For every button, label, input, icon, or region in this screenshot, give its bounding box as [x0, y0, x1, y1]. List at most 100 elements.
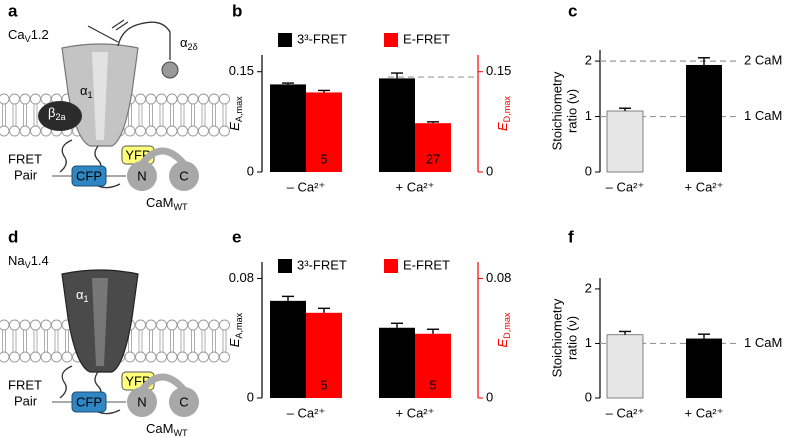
error-bar — [698, 333, 710, 339]
cam-label-main: CaM — [146, 195, 173, 210]
lipid-head — [187, 125, 199, 137]
lipid-head — [19, 319, 31, 331]
cam-n-lobe — [127, 387, 157, 417]
n-label: 5 — [320, 151, 327, 166]
lipid-head — [156, 93, 167, 105]
lipid-head — [19, 351, 31, 363]
lipid-head — [0, 351, 10, 363]
n-label: 23 — [390, 377, 404, 392]
y-tick-label: 2 — [585, 53, 592, 68]
x-tick-label: – Ca²⁺ — [606, 405, 645, 420]
lipid-head — [61, 351, 73, 363]
pair-label: Pair — [14, 167, 38, 182]
lipid-head — [166, 125, 178, 137]
y-tick-label: 0.08 — [229, 270, 254, 285]
legend-swatch — [278, 33, 292, 47]
lipid-head — [0, 125, 10, 137]
y2-axis-label-main: E — [495, 338, 510, 347]
y-axis-label: ratio (ν) — [564, 89, 579, 133]
lobe-label: N — [137, 168, 146, 183]
lipid-head — [30, 93, 41, 105]
a2d-stalk — [117, 21, 171, 60]
error-bar — [391, 322, 403, 328]
panel-letter: c — [568, 1, 577, 20]
legend-swatch — [384, 259, 398, 273]
y-axis-label: ratio (ν) — [564, 316, 579, 360]
lipid-head — [9, 319, 20, 331]
lipid-head — [208, 319, 220, 331]
y-tick-label: 0 — [585, 389, 592, 404]
lipid-head — [219, 319, 230, 331]
n-label: 5 — [429, 377, 436, 392]
lipid-head — [177, 319, 188, 331]
n-label: 27 — [426, 151, 440, 166]
error-bar — [282, 295, 294, 301]
y-axis-label: EA,max — [227, 312, 244, 347]
subunit-label-sub: 2a — [55, 112, 66, 122]
subunit-label: β2a — [48, 105, 67, 122]
lipid-head — [145, 125, 157, 137]
subunit-label-main: β — [48, 105, 55, 120]
bar — [306, 312, 342, 398]
x-tick-label: + Ca²⁺ — [395, 179, 434, 194]
lipid-head — [124, 351, 136, 363]
bar — [270, 84, 306, 172]
lipid-head — [0, 319, 10, 331]
panel-letter: a — [8, 1, 18, 20]
cam-linker — [139, 373, 187, 393]
lipid-head — [208, 125, 220, 137]
channel-pore — [92, 52, 108, 140]
lipid-head — [40, 351, 52, 363]
lipid-head — [198, 319, 209, 331]
bar — [306, 92, 342, 172]
channel-name-sub: V — [25, 260, 32, 270]
legend-swatch — [384, 33, 398, 47]
legend-label: 3³-FRET — [297, 257, 347, 272]
lipid-head — [198, 351, 209, 363]
y2-tick-label: 0 — [486, 389, 493, 404]
pair-label: FRET — [8, 151, 42, 166]
y-axis-label: EA,max — [227, 96, 244, 131]
subunit-label: α2δ — [180, 35, 198, 52]
lipid-head — [30, 351, 41, 363]
y-tick-label: 1 — [585, 335, 592, 350]
a2d-link — [87, 19, 129, 43]
error-bar — [427, 121, 439, 124]
cam-c-lobe — [169, 387, 199, 417]
y-tick-label: 0 — [585, 163, 592, 178]
y2-tick-label: 0 — [486, 163, 493, 178]
channel-tail — [59, 365, 73, 399]
error-bar — [282, 82, 294, 85]
legend-swatch — [278, 259, 292, 273]
subunit-label-main: α — [80, 83, 88, 98]
lipid-head — [166, 319, 178, 331]
lipid-head — [145, 93, 157, 105]
channel-name: CaV1.2 — [8, 27, 49, 44]
subunit-label-main: α — [180, 35, 188, 50]
lipid-head — [177, 125, 188, 137]
bar — [379, 78, 415, 172]
channel-name-main: Na — [8, 253, 25, 268]
lipid-head — [135, 351, 146, 363]
lipid-head — [135, 319, 146, 331]
subunit-label: α1 — [80, 83, 93, 100]
reference-label: 2 CaM — [744, 53, 782, 68]
bar — [686, 64, 722, 172]
x-tick-label: – Ca²⁺ — [287, 179, 326, 194]
lipid-head — [177, 93, 188, 105]
bar — [606, 110, 644, 173]
y-axis-label: Stoichiometry — [549, 71, 564, 150]
y-tick-label: 0 — [247, 389, 254, 404]
lipid-head — [208, 351, 220, 363]
lipid-head — [208, 93, 220, 105]
channel-name-rest: 1.2 — [31, 27, 49, 42]
n-label: 5 — [284, 151, 291, 166]
channel-name-rest: 1.4 — [31, 253, 49, 268]
y2-tick-label: 0.15 — [486, 63, 511, 78]
lipid-head — [40, 319, 52, 331]
cam-label: CaMWT — [146, 421, 188, 438]
subunit-label: α1 — [76, 287, 89, 304]
error-bar — [391, 72, 403, 79]
lipid-head — [177, 351, 188, 363]
